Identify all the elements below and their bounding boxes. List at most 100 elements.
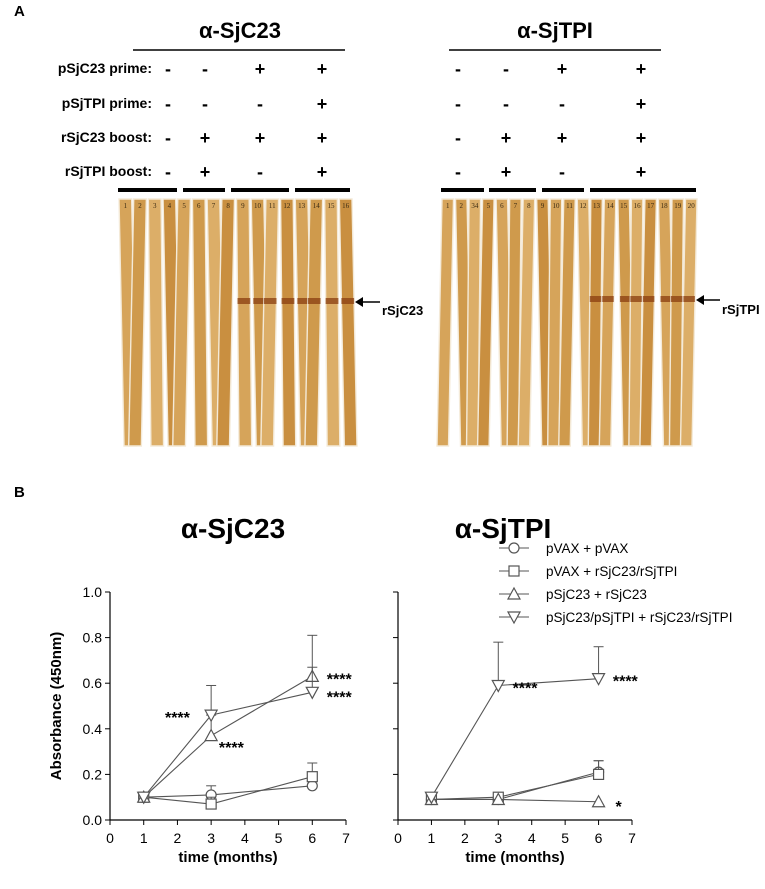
sign-cell: + — [636, 128, 647, 148]
lane-number: 1 — [124, 202, 128, 210]
x-tick-label: 7 — [628, 830, 636, 846]
lane-number: 16 — [342, 202, 350, 210]
blot-strip — [260, 198, 280, 447]
marker-triangle-down — [491, 679, 506, 693]
group-bar — [118, 188, 177, 192]
row-label-1: pSjC23 prime: — [58, 60, 152, 76]
marker-triangle-down — [305, 686, 320, 700]
x-axis-label: time (months) — [178, 849, 277, 866]
chart-title: α-SjC23 — [181, 513, 285, 544]
lane-number: 8 — [226, 202, 230, 210]
lane-number: 11 — [566, 202, 573, 210]
sign-cell: + — [317, 59, 328, 79]
blot-2-signs: - - + + - - - + - + + + - + - + — [455, 59, 646, 182]
blot-strip — [191, 198, 209, 447]
sign-cell: + — [255, 128, 266, 148]
legend-entry: pSjC23/pSjTPI + rSjC23/rSjTPI — [499, 610, 732, 625]
legend-label: pSjC23/pSjTPI + rSjC23/rSjTPI — [546, 610, 732, 625]
significance-label: **** — [165, 710, 191, 727]
series-line — [431, 773, 599, 801]
blot-strip — [172, 198, 192, 447]
sign-cell: - — [165, 162, 171, 182]
y-tick-label: 0.4 — [83, 721, 103, 737]
lane-number: 10 — [254, 202, 262, 210]
sign-cell: - — [559, 94, 565, 114]
blot-strip — [476, 198, 495, 447]
series-line — [143, 675, 313, 798]
sign-cell: - — [559, 162, 565, 182]
marker-circle — [306, 780, 318, 792]
blot-band — [619, 296, 632, 302]
x-tick-label: 5 — [275, 830, 283, 846]
lane-number: 17 — [647, 202, 655, 210]
lane-number: 13 — [298, 202, 306, 210]
blot-strip — [127, 198, 148, 447]
x-tick-label: 4 — [528, 830, 536, 846]
sign-cell: - — [202, 94, 208, 114]
blot-2-band-label: rSjTPI — [722, 302, 760, 317]
blot-band — [307, 298, 321, 304]
marker-triangle-up — [491, 792, 506, 806]
marker-triangle-up — [591, 794, 606, 808]
x-tick-label: 1 — [428, 830, 436, 846]
blot-strip — [558, 198, 576, 447]
y-tick-label: 0.2 — [83, 766, 103, 782]
lane-number: 10 — [552, 202, 560, 210]
y-axis-label: Absorbance (450nm) — [48, 632, 65, 780]
lane-number: 19 — [674, 202, 682, 210]
group-bar — [441, 188, 484, 192]
series-line — [431, 798, 599, 803]
blot-band — [602, 296, 614, 302]
blot-strip — [216, 198, 236, 447]
series-line — [431, 771, 599, 801]
lane-number: 11 — [269, 202, 276, 210]
blot-band — [325, 298, 339, 304]
blot-band — [683, 296, 695, 302]
x-tick-label: 2 — [461, 830, 469, 846]
sign-cell: + — [317, 162, 328, 182]
blot-strip — [639, 198, 658, 447]
marker-triangle-down — [424, 791, 439, 805]
sign-cell: - — [257, 94, 263, 114]
marker-triangle-down — [591, 673, 606, 686]
blot-band — [341, 298, 355, 304]
series-triangle-down — [136, 666, 320, 805]
sign-cell: - — [455, 162, 461, 182]
lane-number: 5 — [487, 202, 491, 210]
lane-number: 15 — [327, 202, 335, 210]
lane-number: 2 — [138, 202, 142, 210]
lane-number: 6 — [500, 202, 504, 210]
x-tick-label: 2 — [174, 830, 182, 846]
marker-triangle-down — [204, 709, 219, 723]
blot-1-signs: - - + + - - - + - + + + - + - + — [165, 59, 327, 182]
sign-cell: + — [636, 94, 647, 114]
lane-number: 13 — [593, 202, 601, 210]
row-label-2: pSjTPI prime: — [62, 95, 152, 111]
blot-band — [642, 296, 655, 302]
blot-1-band-label: rSjC23 — [382, 303, 423, 318]
blot-strip — [598, 198, 617, 447]
sign-cell: + — [501, 128, 512, 148]
blot-1-group-bars — [118, 188, 350, 192]
group-bar — [295, 188, 350, 192]
legend: pVAX + pVAX pVAX + rSjC23/rSjTPI pSjC23 + … — [499, 541, 732, 625]
lane-number: 7 — [514, 202, 518, 210]
blot-1-title: α-SjC23 — [199, 18, 281, 43]
blot-strip — [323, 198, 341, 447]
group-bar — [590, 188, 696, 192]
significance-label: **** — [513, 680, 539, 697]
blot-band — [297, 298, 311, 304]
panel-a-label: A — [14, 3, 25, 20]
lane-number: 16 — [634, 202, 642, 210]
sign-cell: + — [557, 59, 568, 79]
sign-cell: - — [165, 94, 171, 114]
x-tick-label: 4 — [241, 830, 249, 846]
lane-number: 34 — [471, 202, 479, 210]
blot-strip — [235, 198, 253, 447]
sign-cell: + — [501, 162, 512, 182]
blot-band — [263, 298, 277, 304]
sign-cell: - — [503, 59, 509, 79]
lane-number: 14 — [607, 202, 615, 210]
